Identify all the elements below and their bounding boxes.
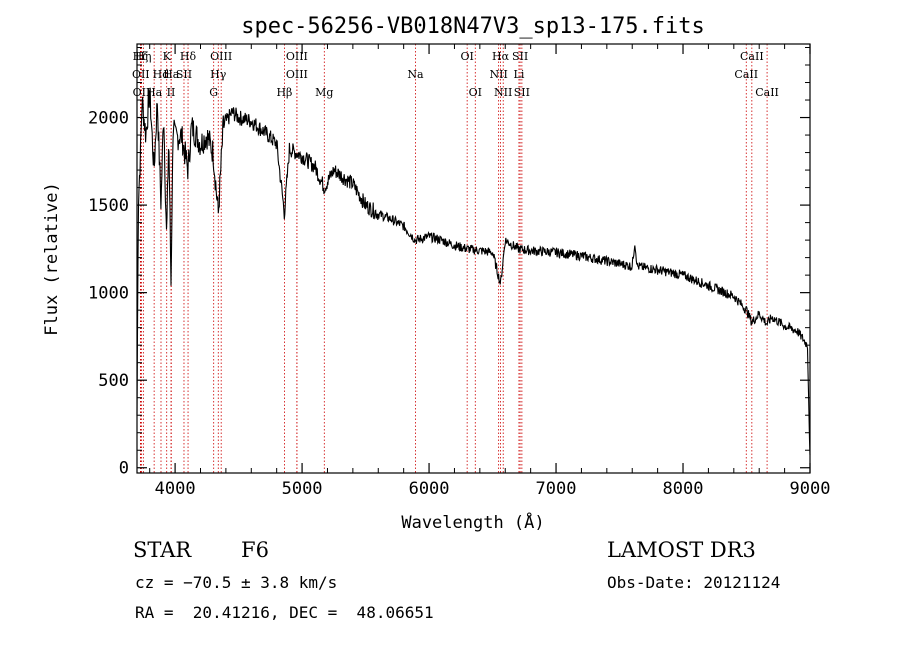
spectral-line-label: Hγ [210, 68, 227, 81]
spectral-line-label: NII [489, 68, 507, 81]
y-axis-ticks: 0 500 1000 1500 2000 [88, 48, 810, 479]
spectral-line-label: Hβ [276, 86, 292, 99]
spectral-line-label: Hδ [180, 50, 197, 63]
spectral-line-label: SII [512, 50, 528, 63]
x-axis-label: Wavelength (Å) [401, 511, 544, 533]
plot-frame [137, 44, 810, 473]
spectral-line-label: OIII [286, 50, 308, 63]
x-axis-ticks: 4000 5000 6000 7000 8000 9000 [150, 44, 831, 499]
spectral-line-label: OI [460, 50, 473, 63]
spectral-line-label: Na [407, 68, 424, 81]
observation-date: Obs-Date: 20121124 [607, 573, 780, 592]
redshift-readout: cz = −70.5 ± 3.8 km/s [135, 573, 337, 592]
y-tick-label: 1500 [88, 196, 129, 216]
spectral-line-label: K [163, 50, 172, 63]
subclass: F6 [241, 538, 269, 562]
spectral-line-label: SII [514, 86, 530, 99]
spectral-line-label: Li [514, 68, 525, 81]
spectral-line-label: OII [132, 68, 150, 81]
spectral-line-label: NII [494, 86, 512, 99]
spectral-line-label: Mg [315, 86, 333, 99]
spectral-line-label: G [209, 86, 218, 99]
x-tick-label: 9000 [790, 479, 831, 499]
spectral-line-label: Hα [492, 50, 510, 63]
spectral-line-label: OI [469, 86, 482, 99]
chart-title: spec-56256-VB018N47V3_sp13-175.fits [241, 14, 705, 39]
spectral-line-label: CaII [734, 68, 758, 81]
coordinates: RA = 20.41216, DEC = 48.06651 [135, 603, 434, 622]
x-tick-label: 7000 [536, 479, 577, 499]
x-tick-label: 8000 [663, 479, 704, 499]
spectral-line-label: OIII [210, 50, 232, 63]
object-class: STAR [133, 538, 191, 562]
survey-label: LAMOST DR3 [607, 538, 756, 562]
spectral-line-label: CaII [755, 86, 779, 99]
spectrum-line [137, 88, 810, 455]
spectral-line-label: II [167, 86, 176, 99]
emission-lines-group [140, 44, 767, 473]
spectral-line-label: CaII [740, 50, 764, 63]
y-tick-label: 0 [119, 459, 129, 479]
spectral-line-label: OIII [286, 68, 308, 81]
y-tick-label: 500 [98, 371, 129, 391]
y-tick-label: 1000 [88, 284, 129, 304]
x-tick-label: 6000 [409, 479, 450, 499]
spectral-line-label: SII [176, 68, 192, 81]
y-tick-label: 2000 [88, 109, 129, 129]
y-axis-label: Flux (relative) [42, 182, 62, 336]
x-tick-label: 5000 [282, 479, 323, 499]
x-tick-label: 4000 [155, 479, 196, 499]
spectral-line-label: Hη [135, 50, 151, 63]
